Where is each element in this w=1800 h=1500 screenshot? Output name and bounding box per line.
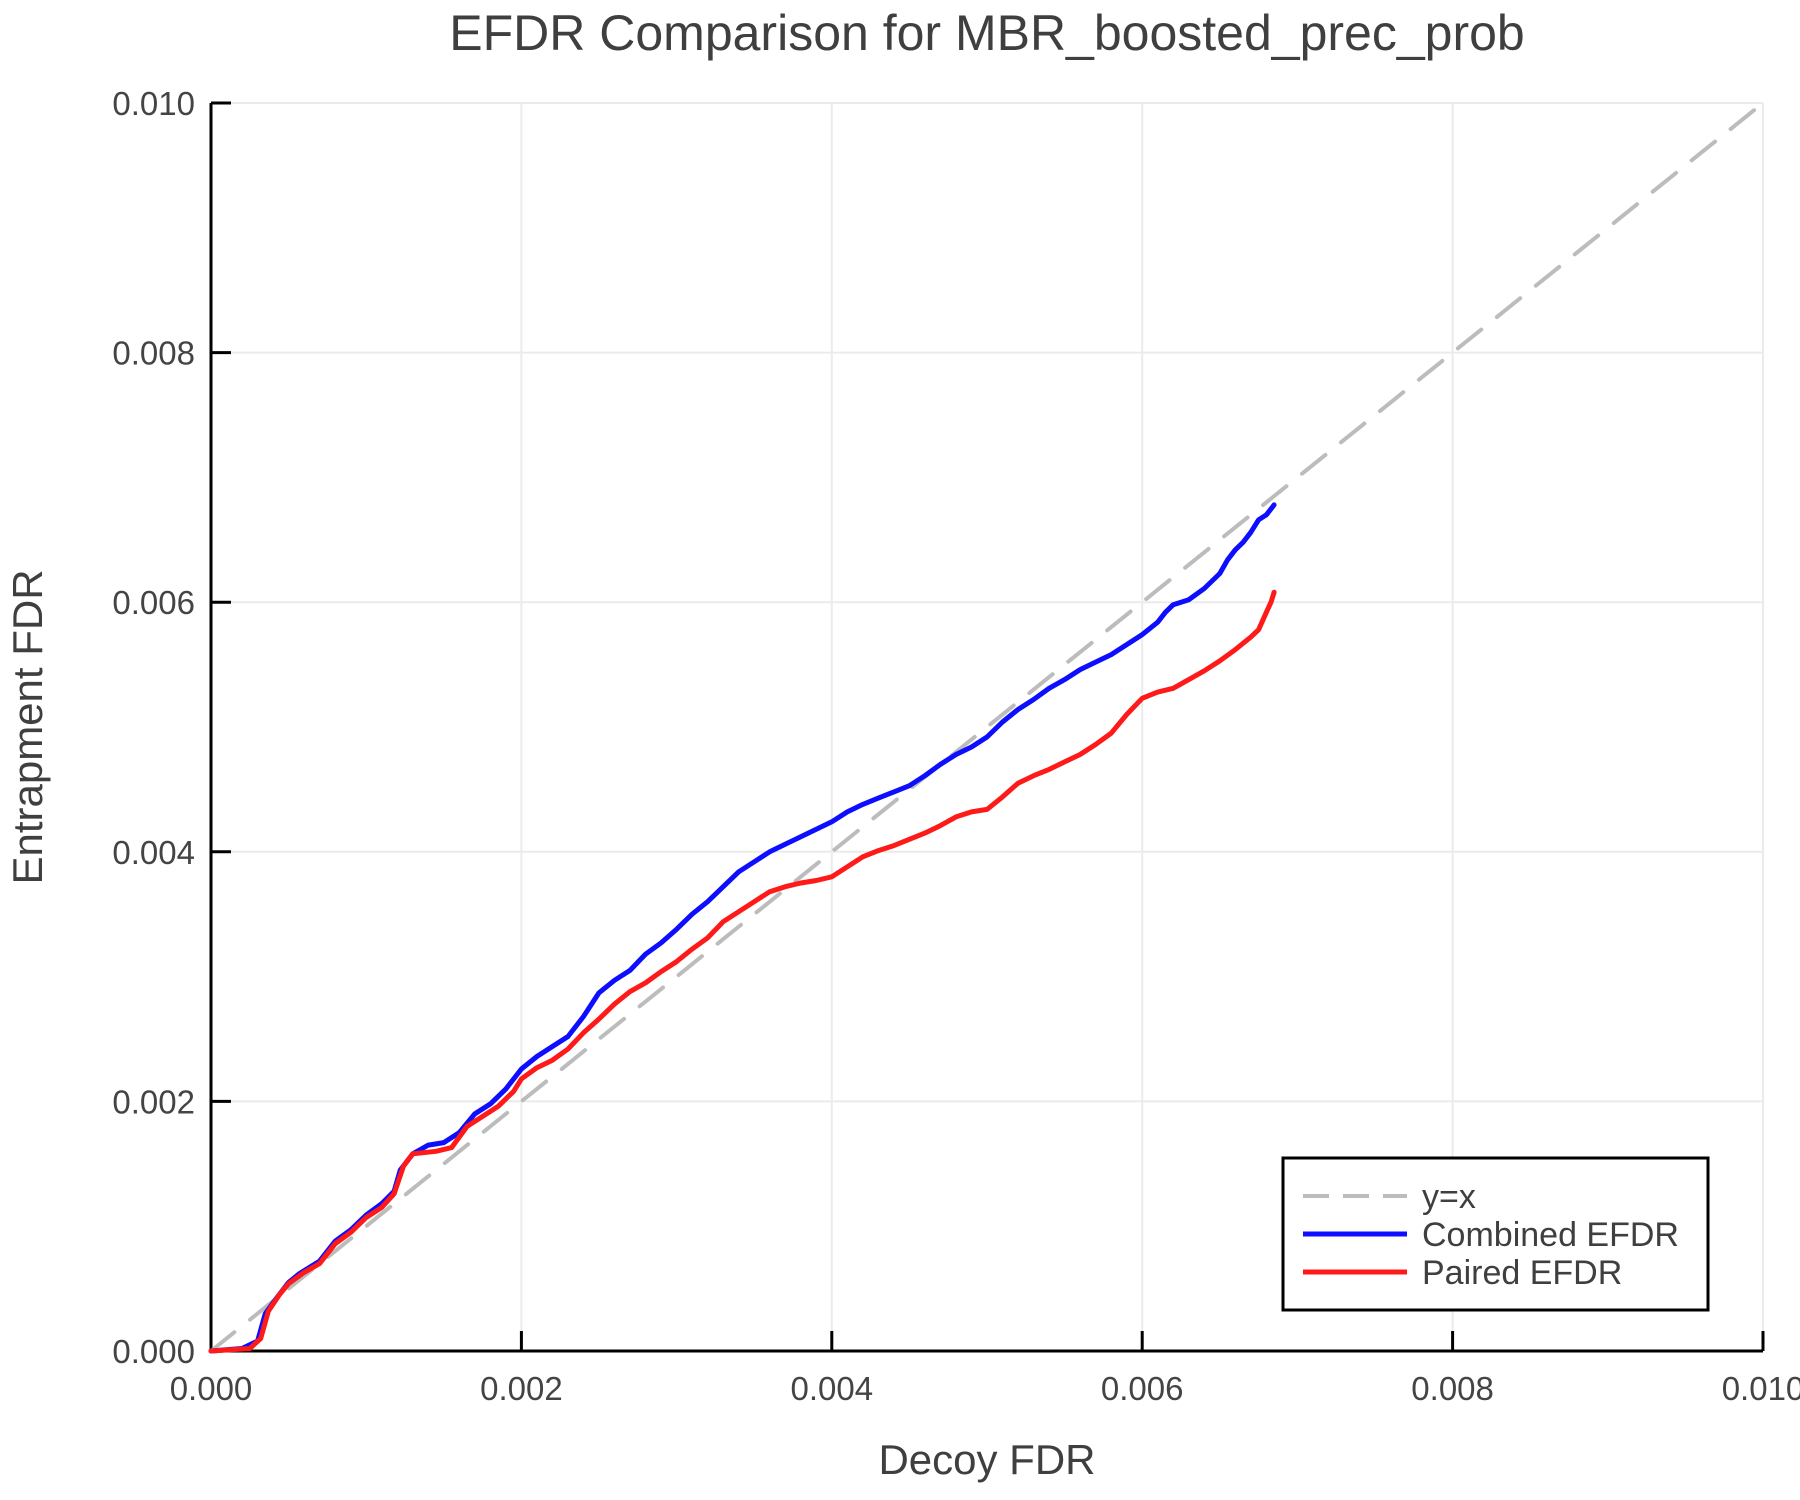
curve-paired-efdr <box>208 589 1277 1354</box>
legend-label-2: Combined EFDR <box>1422 1216 1679 1254</box>
tick-label-layer: 0.000 0.002 0.004 0.006 0.008 0.010 0.000 0.002… <box>112 85 1800 1407</box>
y-tick-label: 0.000 <box>112 1333 195 1370</box>
x-tick-label: 0.008 <box>1411 1370 1494 1407</box>
x-tick-label: 0.004 <box>791 1370 874 1407</box>
y-tick-label: 0.004 <box>112 834 195 871</box>
axes-layer <box>209 101 1765 1353</box>
x-axis-label: Decoy FDR <box>878 1436 1095 1483</box>
y-tick-label: 0.010 <box>112 85 195 122</box>
x-tick-label: 0.010 <box>1722 1370 1800 1407</box>
curves-layer <box>208 101 1765 1354</box>
y-tick-label: 0.006 <box>112 584 195 621</box>
x-tick-label: 0.006 <box>1101 1370 1184 1407</box>
chart-title: EFDR Comparison for MBR_boosted_prec_pro… <box>449 5 1525 61</box>
y-tick-label: 0.008 <box>112 335 195 372</box>
x-tick-label: 0.002 <box>480 1370 563 1407</box>
curve-y-x <box>209 101 1765 1353</box>
legend-label-1: y=x <box>1422 1178 1476 1216</box>
grid-layer <box>211 102 1764 1351</box>
x-tick-label: 0.000 <box>170 1370 253 1407</box>
legend-label-3: Paired EFDR <box>1422 1254 1622 1292</box>
y-tick-label: 0.002 <box>112 1083 195 1120</box>
y-axis-label: Entrapment FDR <box>4 569 51 884</box>
